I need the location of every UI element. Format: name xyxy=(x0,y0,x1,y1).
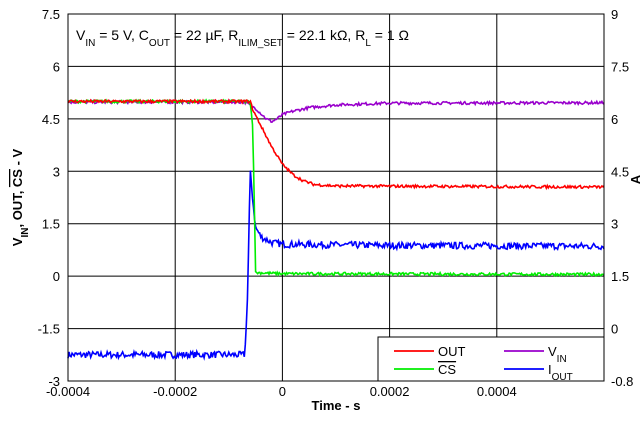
legend-label-out: OUT xyxy=(438,344,466,359)
right-y-tick-label: 9 xyxy=(611,7,618,22)
x-axis-title: Time - s xyxy=(312,398,361,413)
series-layer xyxy=(67,98,605,361)
legend-box xyxy=(377,336,605,382)
right-y-tick-label: 6 xyxy=(611,112,618,127)
x-tick-labels: -0.0004 -0.0002 0 0.0002 0.0004 xyxy=(46,384,517,399)
plot-frame xyxy=(67,13,605,382)
left-y-tick-labels: -3 -1.5 0 1.5 3 4.5 6 7.5 xyxy=(38,7,60,389)
series-line-out xyxy=(67,98,605,191)
x-tick-label: 0.0002 xyxy=(370,384,410,399)
legend-label-cs: CS xyxy=(438,362,456,377)
left-y-tick-label: 4.5 xyxy=(42,112,60,127)
x-tick-label: -0.0002 xyxy=(153,384,197,399)
left-y-tick-label: -1.5 xyxy=(38,322,60,337)
right-y-tick-label: 3 xyxy=(611,217,618,232)
legend-label-vin: VIN xyxy=(548,344,567,365)
x-tick-label: -0.0004 xyxy=(46,384,90,399)
series-line-cs xyxy=(67,98,605,278)
grid xyxy=(68,14,604,381)
left-y-tick-label: -3 xyxy=(48,374,60,389)
left-y-tick-label: 3 xyxy=(53,164,60,179)
right-y-tick-label: 1.5 xyxy=(611,269,629,284)
legend-label-iout: IOUT xyxy=(548,362,573,383)
x-tick-label: 0.0004 xyxy=(477,384,517,399)
legend: OUT VIN CS IOUT xyxy=(377,336,605,383)
right-y-tick-label: 4.5 xyxy=(611,164,629,179)
left-y-tick-label: 0 xyxy=(53,269,60,284)
right-y-tick-label: -0.8 xyxy=(611,374,633,389)
x-tick-label: 0 xyxy=(279,384,286,399)
right-y-axis-title: A xyxy=(628,174,643,184)
left-y-tick-label: 7.5 xyxy=(42,7,60,22)
right-y-tick-label: 0 xyxy=(611,322,618,337)
right-y-tick-label: 7.5 xyxy=(611,59,629,74)
left-y-tick-label: 6 xyxy=(53,59,60,74)
left-y-tick-label: 1.5 xyxy=(42,217,60,232)
right-y-tick-labels: -0.8 0 1.5 3 4.5 6 7.5 9 xyxy=(611,7,633,389)
left-y-axis-title: VIN, OUT, CS - V xyxy=(10,148,31,246)
series-line-iout xyxy=(67,170,605,361)
condition-annotation: VIN = 5 V, COUT = 22 µF, RILIM_SET = 22.… xyxy=(76,27,409,49)
